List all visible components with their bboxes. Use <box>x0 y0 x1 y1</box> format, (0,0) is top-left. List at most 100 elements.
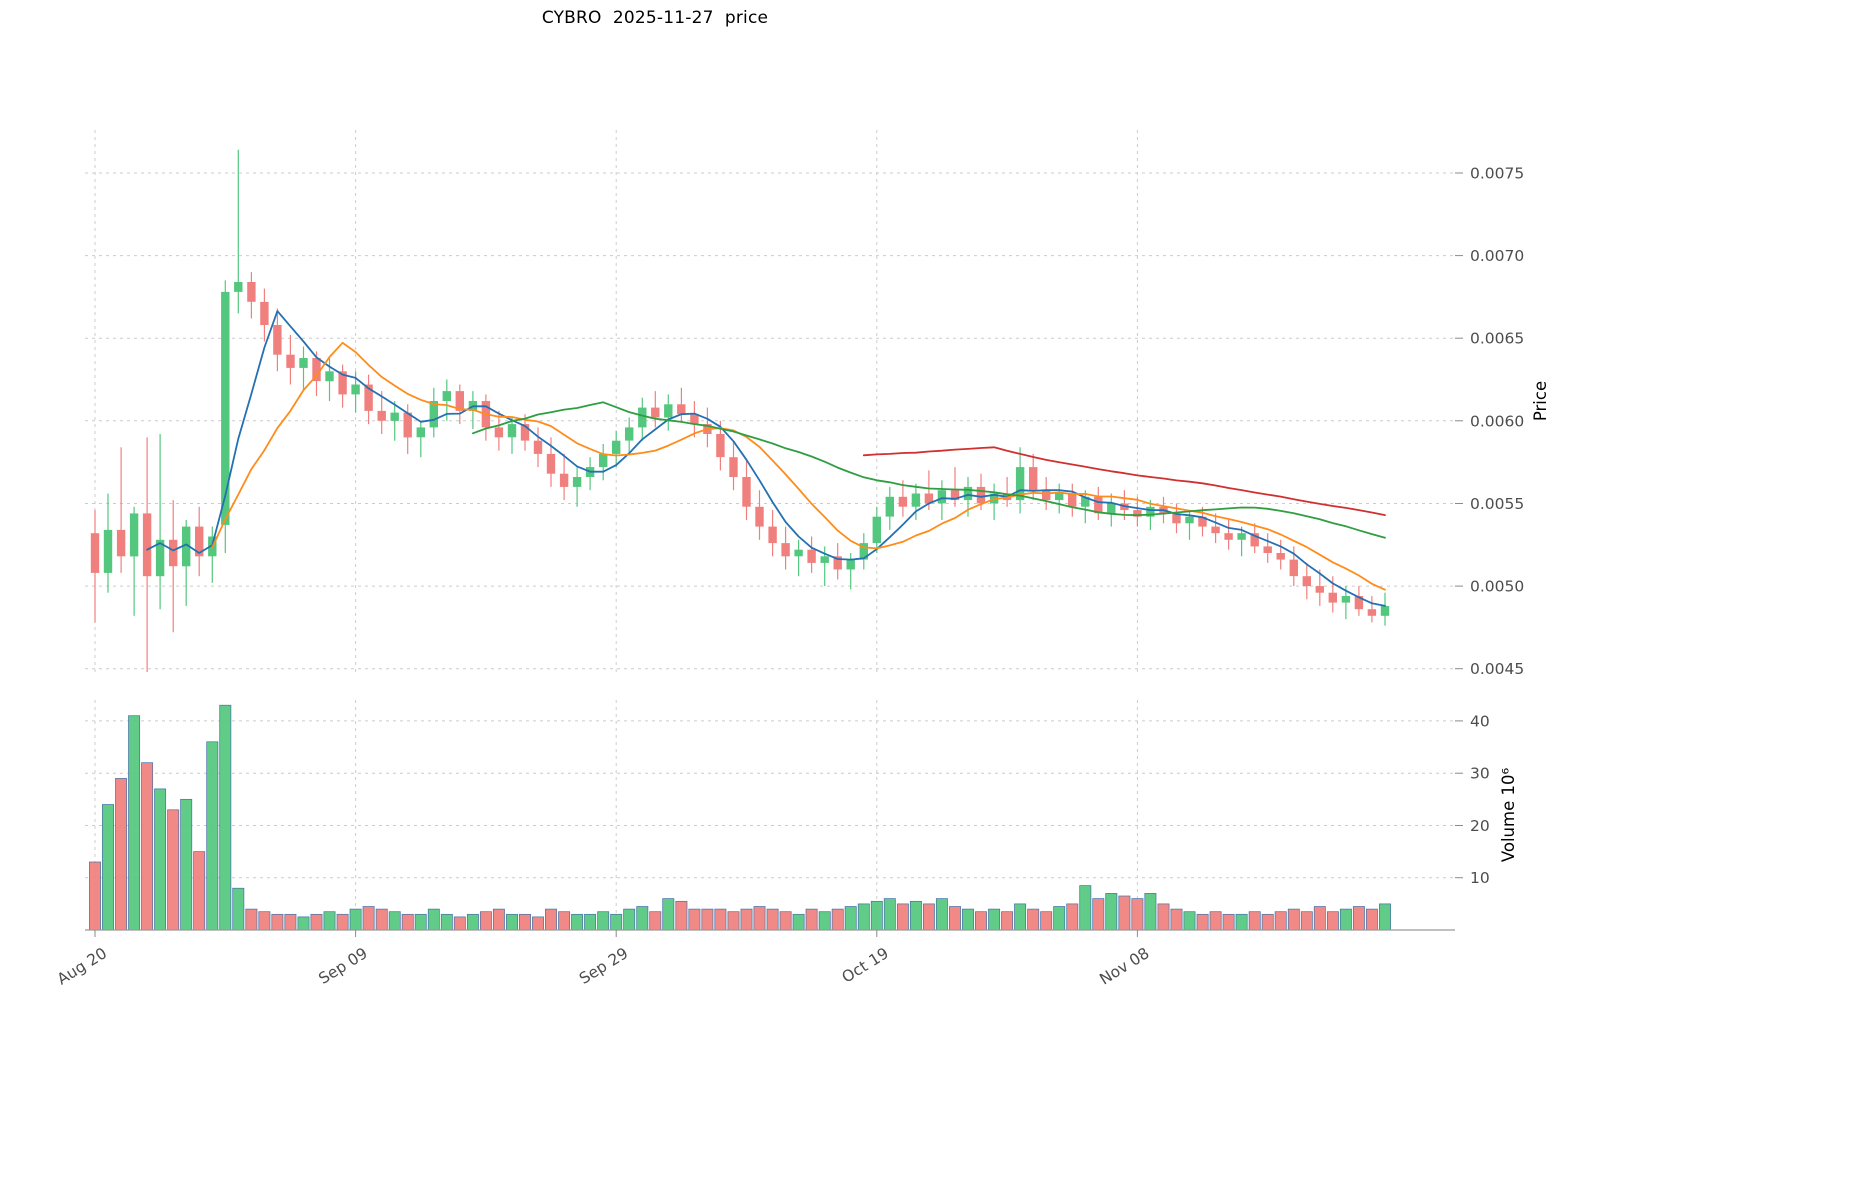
volume-bar <box>623 908 636 931</box>
candle <box>859 533 868 570</box>
volume-bar <box>245 908 258 931</box>
volume-bar <box>479 911 492 931</box>
chart-title: CYBRO 2025-11-27 price <box>541 8 769 28</box>
volume-bar <box>466 913 479 931</box>
x-tick-label: Sep 09 <box>315 944 370 988</box>
volume-bar <box>949 906 961 931</box>
candle <box>455 384 464 425</box>
candle <box>1081 490 1090 524</box>
axis-ticks <box>94 172 1463 937</box>
candle <box>1380 592 1390 626</box>
volume-bar <box>688 908 701 931</box>
volume-bar <box>258 911 271 931</box>
candle <box>169 500 178 633</box>
volume-bar <box>558 911 571 931</box>
candle <box>1276 539 1285 570</box>
candle <box>638 397 647 441</box>
candle <box>937 480 947 520</box>
candle <box>103 493 113 593</box>
candle <box>1263 533 1272 563</box>
volume-bar <box>714 908 727 931</box>
candle <box>1250 523 1259 553</box>
candle <box>612 430 621 468</box>
volume-bar <box>219 704 232 931</box>
candle <box>703 407 712 448</box>
volume-bar <box>1313 906 1326 931</box>
volume-bar <box>349 908 362 931</box>
volume-bar <box>1014 903 1027 931</box>
volume-axis-title: Volume 10⁶ <box>1499 768 1518 863</box>
volume-bar <box>401 913 414 931</box>
price-axis-title: Price <box>1531 381 1550 421</box>
volume-bar <box>701 908 714 931</box>
volume-bar <box>597 911 610 931</box>
candle <box>833 543 842 580</box>
candle <box>911 483 921 520</box>
candle <box>364 374 373 425</box>
candle <box>390 401 399 441</box>
candle <box>338 364 347 408</box>
volume-bar <box>1196 913 1209 931</box>
volume-bar <box>336 913 349 931</box>
volume-bar <box>1170 908 1183 931</box>
candle <box>664 394 673 431</box>
candle <box>1367 596 1377 623</box>
candle <box>742 460 751 520</box>
volume-bar <box>1235 913 1248 931</box>
volume-bar <box>440 913 453 931</box>
volume-bar <box>1066 903 1079 931</box>
candle <box>286 334 295 385</box>
volume-bar <box>180 798 193 931</box>
volume-bar <box>1209 911 1222 931</box>
volume-bar <box>89 861 101 931</box>
volume-bar <box>1222 913 1235 931</box>
volume-tick-label: 30 <box>1470 765 1490 783</box>
candle <box>585 457 595 491</box>
volume-bar <box>297 916 310 931</box>
volume-bar <box>193 851 206 931</box>
candle <box>247 272 256 319</box>
candle <box>273 308 282 372</box>
candle <box>533 427 543 468</box>
volume-bar <box>805 908 818 931</box>
x-tick-label: Oct 19 <box>839 944 892 987</box>
volume-bar <box>427 908 440 931</box>
volume-bar <box>896 903 909 931</box>
volume-bar <box>922 903 935 931</box>
volume-bar <box>909 900 922 931</box>
candle <box>195 506 204 577</box>
candle <box>1015 447 1025 514</box>
volume-bar <box>532 916 544 931</box>
candle <box>90 510 100 623</box>
volume-tick-label: 20 <box>1470 817 1490 835</box>
volume-bar <box>154 788 167 931</box>
candle <box>794 539 803 577</box>
candle <box>221 280 230 553</box>
volume-bar <box>1274 911 1287 931</box>
candle <box>872 506 881 553</box>
volume-bar <box>232 887 245 931</box>
volume-bar <box>1053 906 1066 931</box>
candle <box>142 437 152 672</box>
candle <box>481 394 491 441</box>
volume-bar <box>362 906 375 931</box>
volume-bar <box>883 898 896 931</box>
price-tick-label: 0.0060 <box>1470 412 1524 430</box>
candle <box>429 387 438 438</box>
candle <box>299 346 308 392</box>
candle <box>989 483 999 520</box>
candle <box>807 536 816 573</box>
candle <box>885 486 894 530</box>
volume-bar <box>1248 911 1261 931</box>
volume-bar <box>492 908 505 931</box>
volume-bar <box>1001 911 1014 931</box>
x-tick-label: Aug 20 <box>54 944 110 988</box>
candle <box>950 467 960 507</box>
candle <box>755 490 764 540</box>
ma-line-30 <box>472 401 1386 539</box>
volume-bar <box>167 809 180 931</box>
volume-bar <box>1027 908 1040 931</box>
ma-line-5 <box>146 310 1386 607</box>
